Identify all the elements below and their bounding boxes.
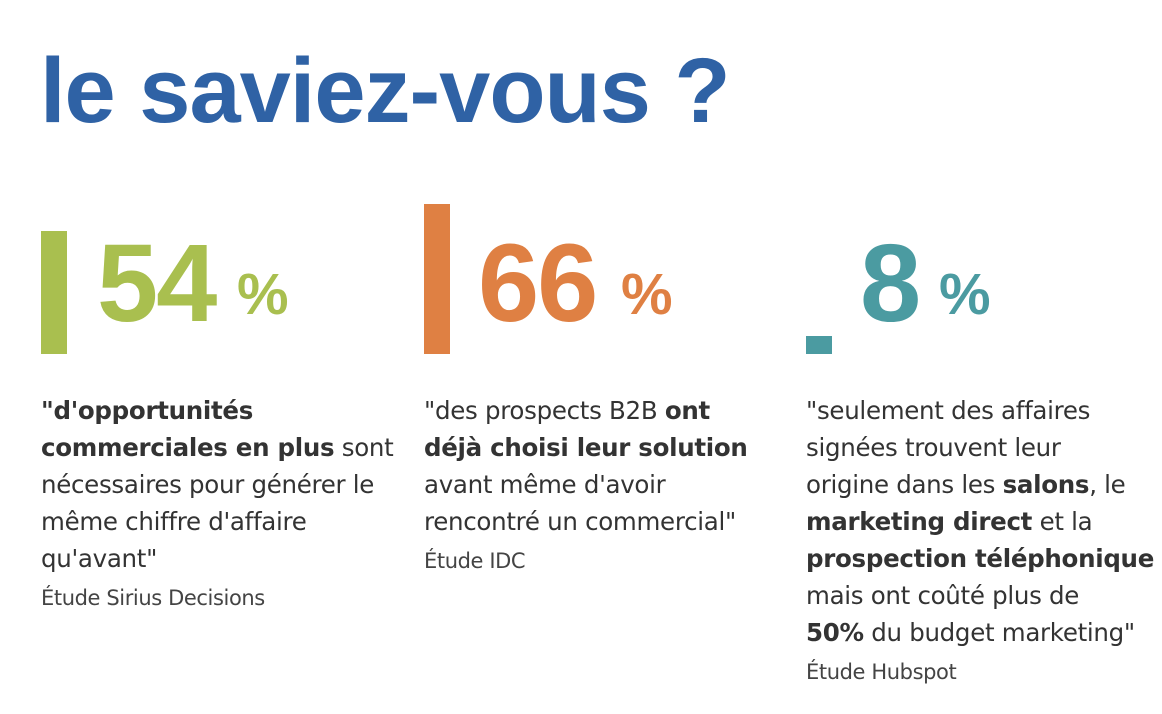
quote-emphasis: marketing direct (806, 507, 1033, 536)
quote-segment: origine dans les (806, 470, 1003, 499)
quote-line: commerciales en plus sont (41, 429, 401, 466)
quote-segment: avant même d'avoir (424, 470, 666, 499)
quote-segment: rencontré un commercial" (424, 507, 736, 536)
quote-line: marketing direct et la (806, 503, 1162, 540)
page-title: le saviez-vous ? (40, 40, 731, 142)
stat-bar (424, 204, 450, 354)
quote-segment: mais ont coûté plus de (806, 581, 1080, 610)
stat-value: 54 (97, 222, 217, 345)
quote-line: "des prospects B2B ont (424, 392, 784, 429)
stat-unit: % (939, 262, 991, 327)
quote-line: mais ont coûté plus de (806, 577, 1162, 614)
stat-bar (806, 336, 832, 354)
quote-line: qu'avant" (41, 540, 401, 577)
stat-unit: % (237, 262, 289, 327)
quote-segment: "des prospects B2B (424, 396, 665, 425)
quote-line: signées trouvent leur (806, 429, 1162, 466)
quote-segment: et la (1032, 507, 1093, 536)
stat-quote: "des prospects B2B ont déjà choisi leur s… (424, 392, 784, 540)
quote-line: rencontré un commercial" (424, 503, 784, 540)
quote-line: "seulement des affaires (806, 392, 1162, 429)
quote-segment: qu'avant" (41, 544, 158, 573)
quote-line: prospection téléphonique (806, 540, 1162, 577)
quote-line: nécessaires pour générer le (41, 466, 401, 503)
stat-value: 66 (478, 222, 598, 345)
quote-line: 50% du budget marketing" (806, 614, 1162, 651)
stat-bar (41, 231, 67, 354)
stat-value: 8 (860, 222, 921, 345)
stat-quote: "d'opportunités commerciales en plus sont… (41, 392, 401, 577)
stat-block-66: 66 % "des prospects B2B ont déjà choisi l… (424, 0, 794, 714)
quote-segment: du budget marketing" (863, 618, 1135, 647)
quote-segment: nécessaires pour générer le (41, 470, 375, 499)
stat-quote: "seulement des affaires signées trouvent … (806, 392, 1162, 651)
quote-emphasis: "d'opportunités (41, 396, 254, 425)
quote-line: même chiffre d'affaire (41, 503, 401, 540)
quote-emphasis: ont (664, 396, 710, 425)
quote-segment: signées trouvent leur (806, 433, 1061, 462)
quote-emphasis: prospection téléphonique (806, 544, 1155, 573)
quote-line: origine dans les salons, le (806, 466, 1162, 503)
stat-source: Étude Hubspot (806, 660, 957, 684)
quote-segment: , le (1089, 470, 1126, 499)
quote-segment: sont (334, 433, 394, 462)
quote-emphasis: commerciales en plus (41, 433, 335, 462)
quote-line: déjà choisi leur solution (424, 429, 784, 466)
quote-emphasis: déjà choisi leur solution (424, 433, 748, 462)
quote-segment: "seulement des affaires (806, 396, 1091, 425)
quote-segment: même chiffre d'affaire (41, 507, 307, 536)
stat-block-54: 54 % "d'opportunités commerciales en plus… (41, 0, 411, 714)
stat-block-8: 8 % "seulement des affaires signées trouv… (806, 0, 1162, 714)
stat-source: Étude IDC (424, 549, 526, 573)
quote-emphasis: 50% (806, 618, 864, 647)
stat-source: Étude Sirius Decisions (41, 586, 265, 610)
stat-unit: % (621, 262, 673, 327)
quote-line: avant même d'avoir (424, 466, 784, 503)
quote-emphasis: salons (1002, 470, 1090, 499)
quote-line: "d'opportunités (41, 392, 401, 429)
